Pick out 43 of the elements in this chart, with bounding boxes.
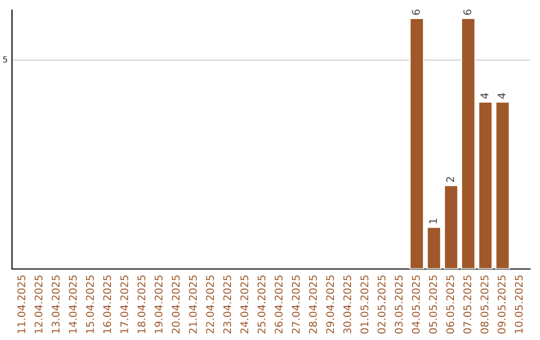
x-tick-label: 18.04.2025 (138, 275, 146, 334)
x-tick-label: 24.04.2025 (240, 275, 248, 334)
x-tick-label: 07.05.2025 (463, 275, 472, 334)
bar (495, 101, 510, 269)
x-tick-label: 04.05.2025 (412, 275, 420, 334)
x-tick-label: 03.05.2025 (394, 275, 403, 334)
bar (409, 18, 424, 269)
bar (426, 226, 442, 269)
data-label: 6 (463, 10, 472, 15)
x-tick-label: 02.05.2025 (378, 275, 386, 334)
x-tick-label: 21.04.2025 (188, 275, 197, 334)
x-tick-label: 23.04.2025 (223, 275, 232, 334)
bar (444, 184, 459, 269)
x-tick-label: 13.04.2025 (52, 275, 60, 334)
x-tick-label: 06.05.2025 (446, 275, 454, 334)
x-tick-label: 14.04.2025 (68, 275, 77, 334)
x-tick-label: 10.05.2025 (514, 275, 523, 334)
ref-line-label: 5 (3, 56, 8, 63)
x-tick-label: 30.04.2025 (343, 275, 352, 334)
x-tick-label: 26.04.2025 (274, 275, 283, 334)
x-tick-label: 28.04.2025 (309, 275, 317, 334)
x-tick-label: 12.04.2025 (34, 275, 42, 334)
x-tick-label: 05.05.2025 (429, 275, 437, 334)
x-tick-label: 01.05.2025 (360, 275, 368, 334)
bar (478, 101, 493, 269)
x-tick-label: 22.04.2025 (206, 275, 214, 334)
data-label: 4 (498, 93, 506, 99)
data-label: 6 (412, 10, 420, 15)
x-tick-label: 29.04.2025 (326, 275, 334, 334)
x-tick-label: 19.04.2025 (154, 275, 163, 334)
x-tick-label: 09.05.2025 (498, 275, 506, 334)
data-label: 2 (446, 177, 454, 182)
x-tick-label: 16.04.2025 (103, 275, 112, 334)
x-tick-label: 25.04.2025 (258, 275, 266, 334)
x-tick-label: 20.04.2025 (172, 275, 180, 334)
x-tick-label: 27.04.2025 (292, 275, 300, 334)
x-tick-label: 17.04.2025 (120, 275, 128, 334)
x-tick-label: 11.04.2025 (17, 275, 26, 334)
bar (460, 18, 476, 269)
x-tick-label: 15.04.2025 (86, 275, 94, 334)
x-tick-label: 08.05.2025 (480, 275, 488, 334)
data-label: 1 (429, 218, 437, 224)
data-label: 4 (480, 93, 488, 99)
